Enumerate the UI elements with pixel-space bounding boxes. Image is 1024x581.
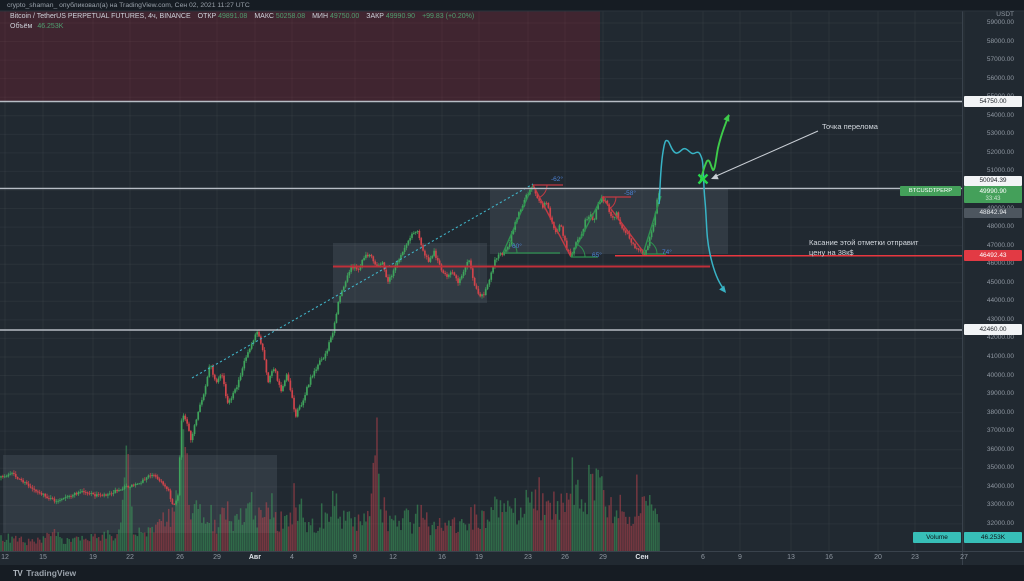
legend-change: +99.83 (+0.20%) [422, 13, 475, 20]
bar-countdown: 33:43 [985, 196, 1001, 202]
time-axis-label: 15 [39, 554, 47, 561]
price-axis-label: 41000.00 [986, 352, 1014, 360]
angle-label: 60° [512, 243, 522, 250]
time-axis-label: 26 [176, 554, 184, 561]
teal-projection-curve [658, 139, 726, 292]
price-level-badge-48842: 48842.94 [964, 208, 1022, 218]
annotation-touch-target: Касание этой отметки отправит цену на 38… [809, 238, 918, 257]
symbol-axis-label: BTCUSDTPERP [900, 186, 961, 196]
time-axis-label: 23 [524, 554, 532, 561]
publish-bar: crypto_shaman_ опубликовал(а) на Trading… [0, 0, 1024, 11]
price-axis-label: 54000.00 [986, 111, 1014, 119]
time-axis-label: 29 [599, 554, 607, 561]
price-axis-label: 57000.00 [986, 56, 1014, 64]
time-axis-label: 20 [874, 554, 882, 561]
price-level-badge-54750: 54750.00 [964, 96, 1022, 107]
angle-label: 65° [592, 252, 602, 259]
volume-label: Объём [10, 23, 33, 30]
time-axis-label: 9 [738, 554, 742, 561]
x-marker-icon [697, 173, 709, 185]
footer-bar: TV TradingView [0, 565, 1024, 581]
price-level-badge-46492: 46492.43 [964, 250, 1022, 261]
tradingview-logo-text[interactable]: TradingView [26, 568, 77, 578]
price-axis-label: 39000.00 [986, 390, 1014, 398]
angle-label: 74° [662, 249, 672, 256]
price-axis-label: 46000.00 [986, 260, 1014, 268]
chart-legend: Bitcoin / TetherUS PERPETUAL FUTURES, 4ч… [10, 13, 474, 30]
arrowhead-icon [719, 285, 726, 293]
volume-axis-value: 46.253K [964, 532, 1022, 543]
legend-row-ohlc: Bitcoin / TetherUS PERPETUAL FUTURES, 4ч… [10, 13, 474, 20]
annotation-touch-line2: цену на 38к$ [809, 247, 854, 257]
last-price-value: 49990.90 [979, 188, 1007, 195]
price-level-badge-50094: 50094.39 [964, 176, 1022, 186]
legend-row-volume: Объём 46.253K [10, 23, 474, 30]
time-axis-label: 22 [126, 554, 134, 561]
price-axis-label: 32000.00 [986, 519, 1014, 527]
legend-low: МИН 49750.00 [312, 13, 360, 20]
green-projection-curve [699, 114, 730, 184]
price-axis-label: 45000.00 [986, 278, 1014, 286]
time-axis-label: 19 [89, 554, 97, 561]
time-axis-label: 23 [911, 554, 919, 561]
price-axis-label: 42000.00 [986, 334, 1014, 342]
time-axis-label: 4 [290, 554, 294, 561]
legend-high: МАКС 50258.08 [254, 13, 306, 20]
price-axis-label: 43000.00 [986, 315, 1014, 323]
price-axis-label: 51000.00 [986, 167, 1014, 175]
angle-label: -62° [551, 176, 563, 183]
time-axis-label: Сен [635, 554, 649, 561]
volume-value: 46.253K [37, 23, 64, 30]
price-axis-label: 38000.00 [986, 408, 1014, 416]
annotation-breakpoint: Точка перелома [822, 122, 878, 131]
time-axis-label: 12 [389, 554, 397, 561]
time-axis-label: Авг [248, 554, 262, 561]
legend-open: ОТКР 49891.08 [197, 13, 248, 20]
price-axis-label: 56000.00 [986, 74, 1014, 82]
price-axis-currency: USDT [996, 11, 1014, 18]
price-axis-label: 47000.00 [986, 241, 1014, 249]
price-axis-label: 53000.00 [986, 130, 1014, 138]
time-axis-label: 12 [1, 554, 9, 561]
price-axis-label: 52000.00 [986, 148, 1014, 156]
time-axis-label: 9 [353, 554, 357, 561]
price-axis-label: 48000.00 [986, 223, 1014, 231]
tradingview-logo-icon[interactable]: TV [13, 568, 23, 578]
price-axis-label: 35000.00 [986, 464, 1014, 472]
legend-close: ЗАКР 49990.90 [366, 13, 416, 20]
breakpoint-arrow-line [713, 130, 819, 178]
price-axis-label: 59000.00 [986, 19, 1014, 26]
time-axis-label: 26 [561, 554, 569, 561]
arrowhead-icon [723, 114, 730, 122]
price-axis-label: 44000.00 [986, 297, 1014, 305]
time-axis-label: 6 [701, 554, 705, 561]
arrowhead-icon [711, 173, 719, 180]
time-axis-label: 19 [475, 554, 483, 561]
time-axis-label: 16 [438, 554, 446, 561]
price-axis-label: 37000.00 [986, 427, 1014, 435]
time-axis-label: 27 [960, 554, 968, 561]
time-axis-label: 16 [825, 554, 833, 561]
symbol-title[interactable]: Bitcoin / TetherUS PERPETUAL FUTURES, 4ч… [10, 13, 191, 20]
angle-label: -58° [624, 190, 636, 197]
price-axis-label: 58000.00 [986, 37, 1014, 45]
price-axis-label: 40000.00 [986, 371, 1014, 379]
time-axis-label: 13 [787, 554, 795, 561]
publish-text: crypto_shaman_ опубликовал(а) на Trading… [7, 2, 250, 9]
volume-axis-label: Volume [913, 532, 961, 543]
price-axis-label: 36000.00 [986, 445, 1014, 453]
last-price-badge: 49990.90 33:43 [964, 186, 1022, 203]
price-level-badge-42460: 42460.00 [964, 324, 1022, 335]
price-axis-label: 33000.00 [986, 501, 1014, 509]
price-axis-label: 34000.00 [986, 482, 1014, 490]
time-axis-label: 29 [213, 554, 221, 561]
annotation-touch-line1: Касание этой отметки отправит [809, 238, 919, 247]
